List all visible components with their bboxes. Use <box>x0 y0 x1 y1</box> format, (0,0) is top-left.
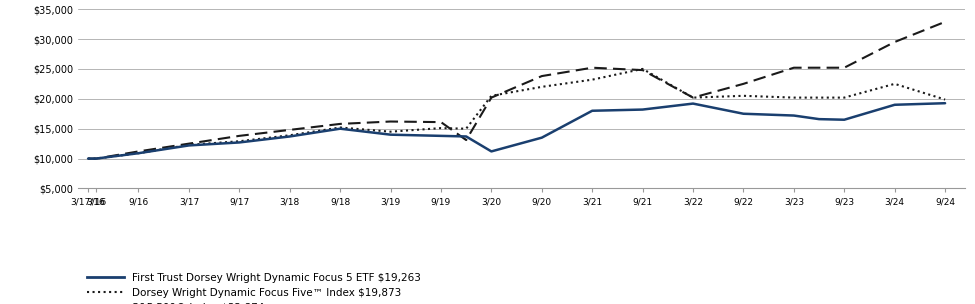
Legend: First Trust Dorsey Wright Dynamic Focus 5 ETF $19,263, Dorsey Wright Dynamic Foc: First Trust Dorsey Wright Dynamic Focus … <box>83 269 425 304</box>
